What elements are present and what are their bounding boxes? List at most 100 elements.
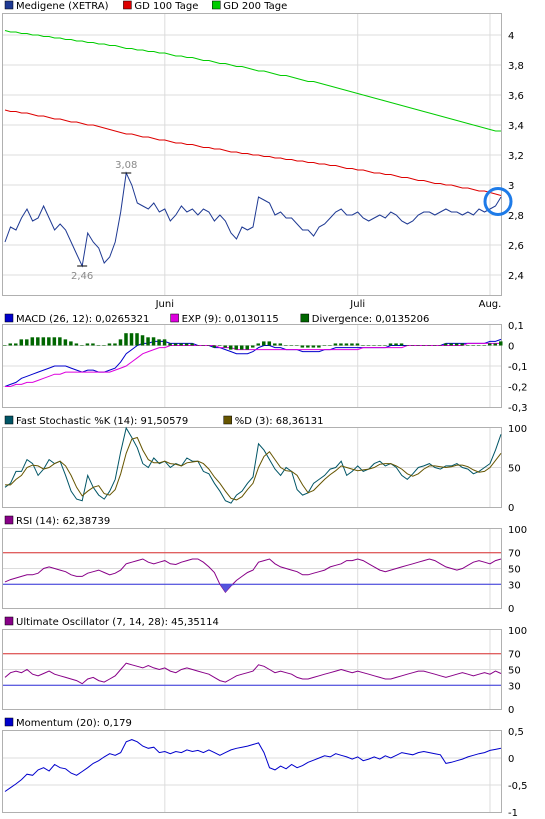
macd-divergence-bar	[36, 337, 40, 346]
macd-divergence-bar	[58, 337, 62, 346]
ultimate-y-tick-label: 0	[508, 705, 514, 716]
macd-legend-swatch	[300, 313, 310, 323]
price-legend-swatch	[123, 0, 132, 10]
macd-panel: 0,1 0 -0,1 -0,2 -0,3 MACD (26, 12): 0,0265321…	[2, 313, 528, 414]
macd-divergence-bar	[19, 339, 24, 346]
macd-divergence-bar	[493, 343, 497, 346]
price-y-tick-label: 2,4	[508, 271, 524, 282]
macd-divergence-bar	[460, 343, 464, 346]
price-legend-label: Medigene (XETRA)	[16, 1, 109, 12]
macd-legend-label: EXP (9): 0,0130115	[182, 314, 279, 325]
macd-divergence-bar	[476, 345, 481, 346]
extreme-label: 2,46	[71, 271, 93, 282]
macd-divergence-bar	[118, 339, 123, 346]
price-x-tick-label: Juni	[155, 299, 174, 310]
macd-frame	[2, 324, 502, 408]
macd-divergence-bar	[102, 345, 106, 346]
price-legend-label: GD 200 Tage	[223, 1, 287, 12]
macd-divergence-bar	[273, 343, 277, 346]
macd-divergence-bar	[399, 343, 404, 346]
macd-divergence-bar	[405, 345, 409, 346]
price-y-tick-label: 3	[508, 181, 514, 192]
stochastic-frame	[2, 427, 502, 508]
macd-divergence-bar	[212, 345, 216, 348]
macd-divergence-bar	[465, 345, 470, 346]
macd-divergence-bar	[377, 345, 382, 346]
momentum-panel: 0,5 0 -0,5 -1 Momentum (20): 0,179	[2, 717, 528, 819]
macd-divergence-bar	[344, 343, 349, 346]
macd-y-tick-label: -0,1	[508, 362, 528, 373]
macd-divergence-bar	[3, 345, 7, 346]
rsi-legend-label: RSI (14): 62,38739	[16, 516, 110, 527]
macd-divergence-bar	[52, 337, 57, 346]
momentum-y-tick-label: 0,5	[508, 727, 524, 738]
price-y-tick-label: 3,4	[508, 121, 524, 132]
macd-divergence-bar	[151, 337, 156, 346]
price-frame	[2, 13, 502, 296]
macd-divergence-bar	[69, 341, 73, 346]
stochastic-y-tick-label: 0	[508, 503, 514, 514]
macd-divergence-bar	[421, 345, 426, 346]
macd-legend-swatch	[4, 313, 14, 323]
macd-divergence-bar	[267, 341, 272, 346]
macd-divergence-bar	[333, 343, 338, 346]
price-y-tick-label: 2,8	[508, 211, 524, 222]
macd-divergence-bar	[427, 345, 431, 346]
macd-divergence-bar	[306, 345, 310, 348]
macd-divergence-bar	[14, 343, 18, 346]
macd-divergence-bar	[173, 343, 178, 346]
price-y-tick-label: 3,2	[508, 151, 524, 162]
macd-divergence-bar	[223, 345, 227, 348]
momentum-y-tick-label: -0,5	[508, 781, 528, 792]
macd-divergence-bar	[146, 337, 150, 346]
macd-divergence-bar	[234, 345, 238, 350]
macd-divergence-bar	[499, 341, 503, 346]
macd-divergence-bar	[361, 345, 365, 346]
macd-divergence-bar	[487, 343, 492, 346]
macd-divergence-bar	[113, 343, 117, 346]
macd-divergence-bar	[388, 343, 393, 346]
ultimate-series-ultimate-oscillator	[4, 662, 502, 685]
stochastic-legend-label: Fast Stochastic %K (14): 91,50579	[16, 416, 188, 427]
macd-legend-label: MACD (26, 12): 0,0265321	[16, 314, 149, 325]
macd-divergence-bar	[383, 345, 387, 346]
rsi-frame	[2, 528, 502, 609]
macd-divergence-bar	[300, 345, 305, 348]
macd-divergence-bar	[190, 343, 194, 346]
momentum-legend-label: Momentum (20): 0,179	[16, 718, 132, 729]
ultimate-frame	[2, 629, 502, 710]
macd-y-tick-label: 0	[508, 342, 514, 353]
macd-divergence-bar	[41, 337, 46, 346]
macd-divergence-bar	[454, 343, 459, 346]
macd-divergence-bar	[168, 343, 172, 346]
stochastic-legend-swatch	[4, 415, 14, 425]
price-y-tick-label: 2,6	[508, 241, 524, 252]
ultimate-legend-swatch	[4, 616, 14, 626]
macd-divergence-bar	[438, 345, 442, 346]
macd-y-tick-label: -0,2	[508, 383, 528, 394]
macd-divergence-bar	[410, 345, 415, 346]
momentum-series-momentum	[4, 739, 502, 792]
macd-divergence-bar	[129, 333, 134, 346]
macd-divergence-bar	[416, 345, 420, 346]
macd-divergence-bar	[443, 343, 448, 346]
macd-y-tick-label: -0,3	[508, 403, 528, 414]
macd-divergence-bar	[30, 337, 35, 346]
macd-divergence-bar	[85, 343, 90, 346]
macd-divergence-bar	[179, 343, 183, 346]
macd-divergence-bar	[195, 345, 200, 346]
macd-divergence-bar	[394, 343, 398, 346]
stochastic-y-tick-label: 100	[508, 424, 527, 435]
stochastic-panel: 100 50 0 Fast Stochastic %K (14): 91,50579%…	[2, 415, 527, 514]
macd-divergence-bar	[328, 345, 332, 346]
macd-divergence-bar	[289, 345, 294, 346]
macd-divergence-bar	[239, 345, 244, 350]
macd-divergence-bar	[63, 339, 68, 346]
macd-divergence-bar	[322, 345, 327, 346]
momentum-y-tick-label: 0	[508, 754, 514, 765]
macd-legend-swatch	[170, 313, 179, 323]
highlight-circle	[483, 187, 513, 216]
rsi-y-tick-label: 70	[508, 549, 521, 560]
macd-divergence-bar	[80, 345, 84, 346]
macd-divergence-bar	[8, 343, 13, 346]
